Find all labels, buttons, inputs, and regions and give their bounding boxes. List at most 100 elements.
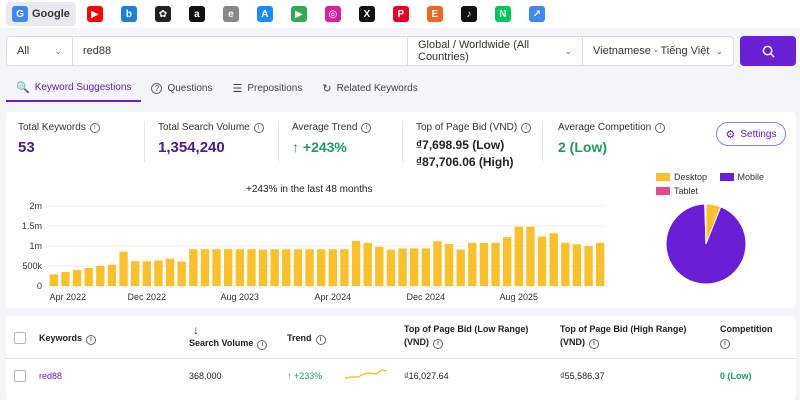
bar[interactable] [142, 261, 151, 286]
bar[interactable] [537, 236, 547, 286]
bar[interactable] [468, 242, 477, 286]
bar[interactable] [96, 266, 105, 286]
info-icon[interactable]: i [253, 122, 264, 133]
info-icon[interactable]: i [257, 339, 268, 350]
bar[interactable] [549, 233, 558, 286]
bar[interactable] [270, 249, 279, 286]
bar[interactable] [584, 246, 593, 286]
bar[interactable] [119, 251, 128, 286]
bar[interactable] [282, 249, 291, 286]
legend-item-mobile[interactable]: Mobile [719, 172, 764, 182]
col-header-keywords[interactable]: Keywords i [39, 332, 97, 345]
source-tiktok[interactable]: ♪ [454, 2, 484, 26]
bar[interactable] [328, 249, 337, 286]
col-header-search-volume[interactable]: ↓ Search Volume i [189, 324, 268, 350]
bar[interactable] [49, 274, 58, 286]
search-input[interactable] [73, 37, 407, 65]
source-instagram[interactable]: ◎ [318, 2, 348, 26]
info-icon[interactable]: i [589, 338, 599, 349]
source-naver[interactable]: N [488, 2, 518, 26]
info-icon[interactable]: i [655, 122, 666, 133]
source-ebay[interactable]: e [216, 2, 246, 26]
bar[interactable] [131, 261, 140, 286]
bar[interactable] [479, 242, 489, 286]
bar[interactable] [491, 242, 500, 286]
bar[interactable] [363, 242, 372, 286]
bar[interactable] [72, 270, 82, 286]
bar[interactable] [189, 249, 198, 286]
info-icon[interactable]: i [521, 122, 532, 133]
bar[interactable] [247, 249, 256, 286]
bar[interactable] [61, 272, 70, 286]
info-icon[interactable]: i [361, 122, 372, 133]
bar[interactable] [177, 261, 186, 286]
col-header-trend[interactable]: Trend i [287, 332, 326, 345]
settings-button[interactable]: ⚙ Settings [716, 122, 786, 146]
y-tick-label: 500k [22, 261, 42, 271]
bar[interactable] [572, 244, 582, 286]
divider [144, 122, 145, 162]
bar[interactable] [293, 249, 303, 286]
info-icon[interactable]: i [315, 334, 326, 345]
source-google[interactable]: G Google [6, 2, 76, 26]
location-select[interactable]: Global / Worldwide (All Countries) ⌄ [407, 37, 583, 65]
bar[interactable] [235, 249, 244, 286]
bar[interactable] [305, 249, 314, 286]
bar[interactable] [421, 248, 430, 286]
source-etsy[interactable]: E [420, 2, 450, 26]
bar[interactable] [526, 226, 535, 286]
bar[interactable] [84, 268, 93, 286]
bar[interactable] [514, 226, 523, 286]
bar[interactable] [107, 264, 117, 286]
row-checkbox[interactable] [14, 370, 26, 382]
bar[interactable] [317, 249, 326, 286]
bar[interactable] [596, 242, 605, 286]
source-pinterest[interactable]: P [386, 2, 416, 26]
legend-item-tablet[interactable]: Tablet [656, 186, 698, 196]
col-header-bid-high[interactable]: Top of Page Bid (High Range) (VND) i [560, 323, 706, 349]
source-amazon[interactable]: a [182, 2, 212, 26]
bar[interactable] [351, 240, 361, 286]
tab-keyword-suggestions[interactable]: 🔍 Keyword Suggestions [6, 74, 142, 102]
tab-questions[interactable]: ? Questions [141, 74, 222, 102]
col-header-competition[interactable]: Competition i [720, 323, 773, 349]
source-youtube[interactable]: ▶ [80, 2, 110, 26]
bar[interactable] [398, 248, 407, 286]
info-icon[interactable]: i [86, 334, 97, 345]
info-icon[interactable]: i [89, 122, 100, 133]
bar[interactable] [433, 241, 442, 286]
source-appstore[interactable]: A [250, 2, 280, 26]
keyword-link[interactable]: red88 [39, 371, 63, 381]
bar[interactable] [224, 249, 233, 286]
bar[interactable] [503, 237, 512, 286]
bar[interactable] [165, 258, 175, 286]
select-all-checkbox[interactable] [14, 332, 26, 344]
legend-item-desktop[interactable]: Desktop [656, 172, 707, 182]
pie-slice-tablet[interactable] [704, 203, 707, 245]
info-icon[interactable]: i [433, 338, 443, 349]
bar[interactable] [258, 249, 268, 286]
source-x[interactable]: X [352, 2, 382, 26]
search-button[interactable] [740, 36, 796, 66]
bar[interactable] [410, 248, 419, 286]
bar[interactable] [212, 249, 221, 286]
source-bing[interactable]: b [114, 2, 144, 26]
bar[interactable] [375, 246, 384, 286]
type-select[interactable]: All ⌄ [7, 37, 73, 65]
bar[interactable] [456, 249, 465, 286]
source-playstore[interactable]: ▶ [284, 2, 314, 26]
language-select[interactable]: Vietnamese - Tiếng Việt ⌄ [583, 37, 733, 65]
bar[interactable] [561, 242, 570, 286]
bar[interactable] [386, 249, 396, 286]
source-appstore-alt[interactable]: ✿ [148, 2, 178, 26]
info-icon[interactable]: i [720, 338, 730, 349]
tab-related-keywords[interactable]: ↻ Related Keywords [312, 74, 427, 102]
bar[interactable] [444, 244, 454, 286]
col-header-bid-low[interactable]: Top of Page Bid (Low Range) (VND) i [404, 323, 544, 349]
x-tick-label: Apr 2022 [50, 292, 87, 302]
bar[interactable] [154, 260, 163, 286]
bar[interactable] [200, 249, 210, 286]
source-trends[interactable]: ↗ [522, 2, 552, 26]
tab-prepositions[interactable]: ☰ Prepositions [222, 74, 312, 102]
bar[interactable] [340, 249, 349, 286]
